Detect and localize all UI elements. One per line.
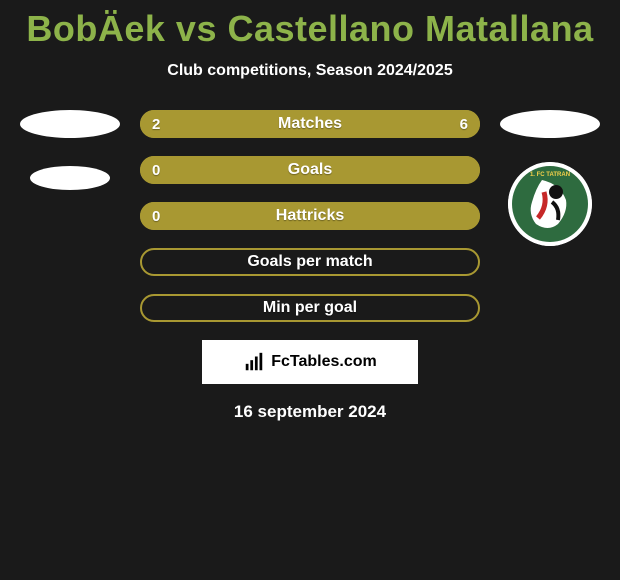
right-player-club-logo: 1. FC TATRAN <box>508 162 592 246</box>
left-player-avatar <box>20 110 120 138</box>
stat-bar: Min per goal <box>140 294 480 322</box>
stat-value-left: 0 <box>152 162 160 179</box>
left-player-secondary <box>30 166 110 190</box>
stat-bar: Goals per match <box>140 248 480 276</box>
stat-label: Goals per match <box>247 253 372 271</box>
page-subtitle: Club competitions, Season 2024/2025 <box>167 62 452 80</box>
attribution-inner: FcTables.com <box>204 342 416 382</box>
stat-value-left: 2 <box>152 116 160 133</box>
club-logo-icon: 1. FC TATRAN <box>508 162 592 246</box>
attribution-text: FcTables.com <box>271 353 377 371</box>
stat-bar: 2 6 Matches <box>140 110 480 138</box>
stat-value-right: 6 <box>460 116 468 133</box>
stats-area: 2 6 Matches 0 Goals 0 Hattricks Goals per match… <box>0 110 620 322</box>
right-player-col: 1. FC TATRAN <box>490 110 610 322</box>
attribution-box: FcTables.com <box>202 340 418 384</box>
right-player-avatar <box>500 110 600 138</box>
left-player-col <box>10 110 130 322</box>
stat-value-left: 0 <box>152 208 160 225</box>
stat-bar: 0 Hattricks <box>140 202 480 230</box>
stat-label: Hattricks <box>276 207 344 225</box>
stat-label: Goals <box>288 161 332 179</box>
bar-chart-icon <box>243 351 265 373</box>
stat-bar: 0 Goals <box>140 156 480 184</box>
page-title: BobÄek vs Castellano Matallana <box>26 8 593 50</box>
stat-label: Matches <box>278 115 342 133</box>
date-text: 16 september 2024 <box>234 402 386 422</box>
stat-bars: 2 6 Matches 0 Goals 0 Hattricks Goals per match… <box>130 110 490 322</box>
svg-text:1. FC TATRAN: 1. FC TATRAN <box>530 172 570 178</box>
stat-label: Min per goal <box>263 299 357 317</box>
